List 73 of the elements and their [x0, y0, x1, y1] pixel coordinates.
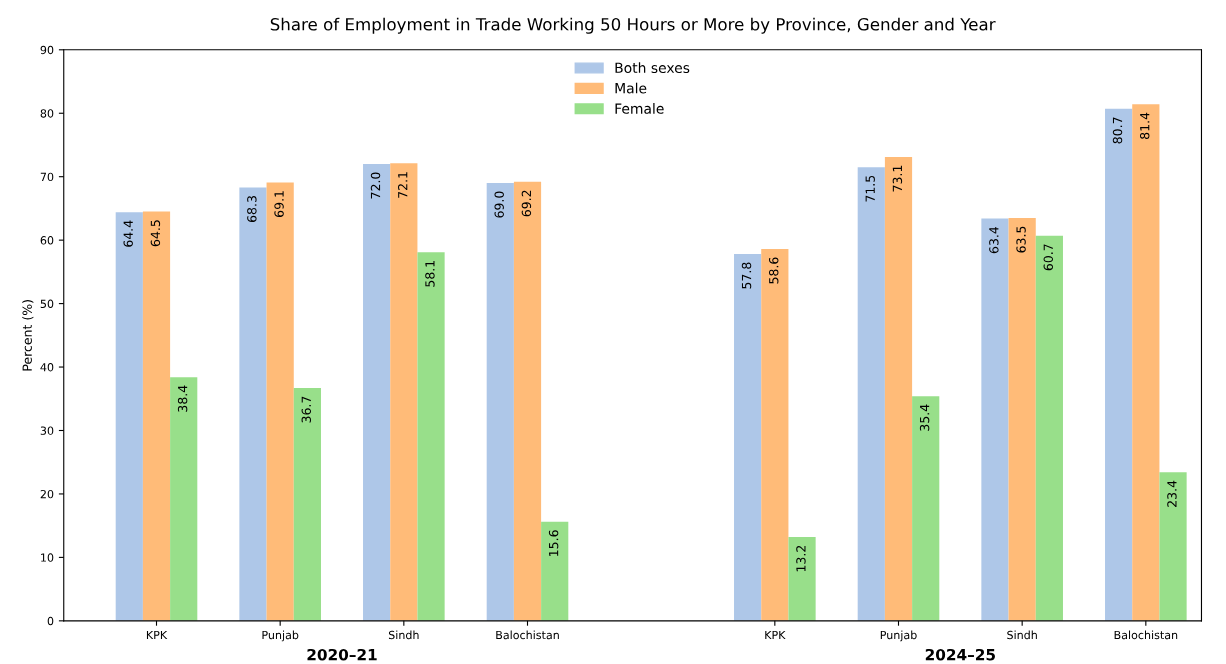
data-label: 58.1 — [425, 260, 435, 287]
y-tick-label: 60 — [40, 236, 54, 245]
y-tick-label: 80 — [40, 109, 54, 118]
bar — [293, 387, 321, 621]
legend-label: Both sexes — [615, 62, 690, 74]
bar — [541, 521, 569, 621]
y-tick-label: 70 — [40, 172, 54, 182]
data-label: 15.6 — [548, 530, 559, 556]
data-label: 68.3 — [247, 196, 257, 223]
bar — [788, 537, 816, 621]
y-axis-title: Percent (%) — [22, 300, 34, 371]
data-label: 80.7 — [1112, 117, 1123, 144]
bar — [390, 163, 418, 621]
data-label: 69.2 — [521, 190, 532, 217]
y-tick-label: 0 — [47, 616, 54, 626]
data-label: 72.1 — [398, 172, 408, 198]
y-tick-label: 40 — [40, 363, 54, 372]
y-tick-label: 90 — [40, 45, 54, 55]
bar — [142, 211, 171, 621]
data-label: 72.0 — [370, 172, 381, 199]
data-label: 63.4 — [989, 226, 999, 254]
bar — [857, 167, 885, 621]
y-tick-label: 20 — [40, 489, 54, 499]
data-label: 63.5 — [1016, 226, 1026, 253]
bar — [734, 254, 762, 621]
bar — [486, 183, 514, 621]
data-label: 71.5 — [865, 175, 875, 202]
x-tick-label: Balochistan — [1114, 630, 1178, 640]
data-label: 69.0 — [494, 191, 504, 218]
bar — [363, 164, 391, 621]
y-tick-label: 50 — [40, 299, 54, 308]
bar — [170, 377, 198, 621]
data-label: 36.7 — [301, 396, 311, 423]
x-tick-label: Balochistan — [496, 630, 559, 640]
legend-label: Female — [615, 103, 664, 114]
bar — [981, 218, 1009, 621]
bar — [761, 249, 789, 621]
bar — [115, 212, 143, 621]
data-label: 57.8 — [741, 262, 752, 289]
x-tick-label: Punjab — [262, 630, 299, 642]
bar — [884, 157, 913, 621]
bar — [1105, 108, 1133, 621]
data-label: 35.4 — [919, 404, 930, 431]
data-label: 58.6 — [769, 257, 779, 284]
text: 2024–25 — [925, 648, 995, 661]
data-label: 38.4 — [177, 385, 188, 412]
bar — [1159, 472, 1187, 621]
bar — [266, 182, 294, 621]
data-label: 13.2 — [796, 545, 806, 572]
data-label: 60.7 — [1043, 244, 1053, 271]
data-label: 64.4 — [123, 220, 133, 247]
bar — [1035, 235, 1063, 621]
text: 2020–21 — [307, 648, 377, 661]
data-label: 69.1 — [274, 191, 284, 217]
chart-title: Share of Employment in Trade Working 50 Hours or More by Province, Gender and Year — [270, 17, 996, 34]
y-tick-label: 10 — [41, 553, 54, 562]
bar — [1132, 104, 1160, 621]
x-tick-label: KPK — [765, 630, 786, 639]
bar — [912, 396, 940, 621]
x-tick-label: Sindh — [1007, 630, 1037, 640]
data-label: 23.4 — [1167, 480, 1177, 507]
bar — [239, 187, 267, 621]
bar — [513, 181, 542, 621]
x-tick-label: Sindh — [388, 630, 419, 640]
x-tick-label: KPK — [146, 630, 168, 639]
bar — [1008, 217, 1036, 621]
data-label: 73.1 — [892, 165, 903, 192]
bar — [417, 252, 445, 621]
y-tick-label: 30 — [40, 426, 54, 435]
x-tick-label: Punjab — [880, 630, 917, 642]
data-label: 64.5 — [150, 220, 161, 247]
legend-label: Male — [615, 82, 647, 94]
data-label: 81.4 — [1140, 112, 1150, 139]
